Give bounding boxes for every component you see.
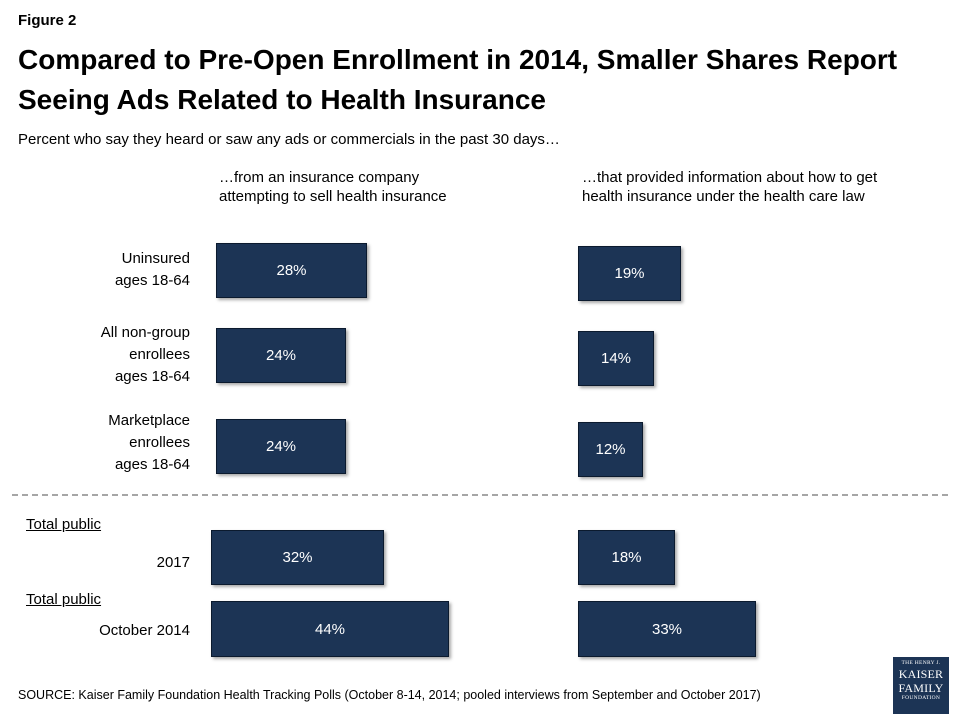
bar-health-care-law-2017: 18% xyxy=(578,530,675,585)
bar-insurance-company-uninsured: 28% xyxy=(216,243,367,298)
data-label-health-care-law-october-2014: 33% xyxy=(651,620,683,638)
data-label-insurance-company-2017: 32% xyxy=(282,549,313,566)
category-label-marketplace: Marketplace enrollees ages 18-64 xyxy=(108,412,190,473)
data-label-insurance-company-marketplace: 24% xyxy=(265,438,297,455)
category-label-2017: 2017 xyxy=(156,554,190,571)
group-label-total-public-2017: Total public xyxy=(26,516,102,533)
category-label-non-group: All non-group enrollees ages 18-64 xyxy=(100,324,190,385)
figure-label: Figure 2 xyxy=(18,12,77,29)
bar-insurance-company-marketplace: 24% xyxy=(216,419,346,474)
bar-health-care-law-non-group: 14% xyxy=(578,331,654,386)
data-label-insurance-company-uninsured: 28% xyxy=(276,262,307,279)
section-divider xyxy=(12,494,948,496)
bar-health-care-law-marketplace: 12% xyxy=(578,422,643,477)
column-header-insurance-company: …from an insurance company attempting to… xyxy=(219,169,447,205)
column-header-health-care-law: …that provided information about how to … xyxy=(582,169,878,205)
bar-health-care-law-uninsured: 19% xyxy=(578,246,681,301)
data-label-health-care-law-marketplace: 12% xyxy=(595,441,626,458)
data-label-health-care-law-uninsured: 19% xyxy=(614,265,645,282)
category-label-uninsured: Uninsured ages 18-64 xyxy=(114,250,190,289)
bar-health-care-law-october-2014: 33% xyxy=(578,601,756,657)
source-note: SOURCE: Kaiser Family Foundation Health … xyxy=(18,688,761,702)
data-label-health-care-law-2017: 18% xyxy=(611,549,642,566)
chart-subtitle: Percent who say they heard or saw any ad… xyxy=(18,131,560,148)
bar-insurance-company-2017: 32% xyxy=(211,530,384,585)
data-label-health-care-law-non-group: 14% xyxy=(600,350,632,367)
bar-insurance-company-october-2014: 44% xyxy=(211,601,449,657)
bar-insurance-company-non-group: 24% xyxy=(216,328,346,383)
data-label-insurance-company-non-group: 24% xyxy=(265,347,297,364)
kff-logo: THE HENRY J. KAISER FAMILY FOUNDATION xyxy=(893,657,949,714)
chart-title: Compared to Pre-Open Enrollment in 2014,… xyxy=(18,44,898,115)
group-label-total-public-2014: Total public xyxy=(26,591,102,608)
category-label-october-2014: October 2014 xyxy=(99,622,190,639)
data-label-insurance-company-october-2014: 44% xyxy=(314,620,346,638)
